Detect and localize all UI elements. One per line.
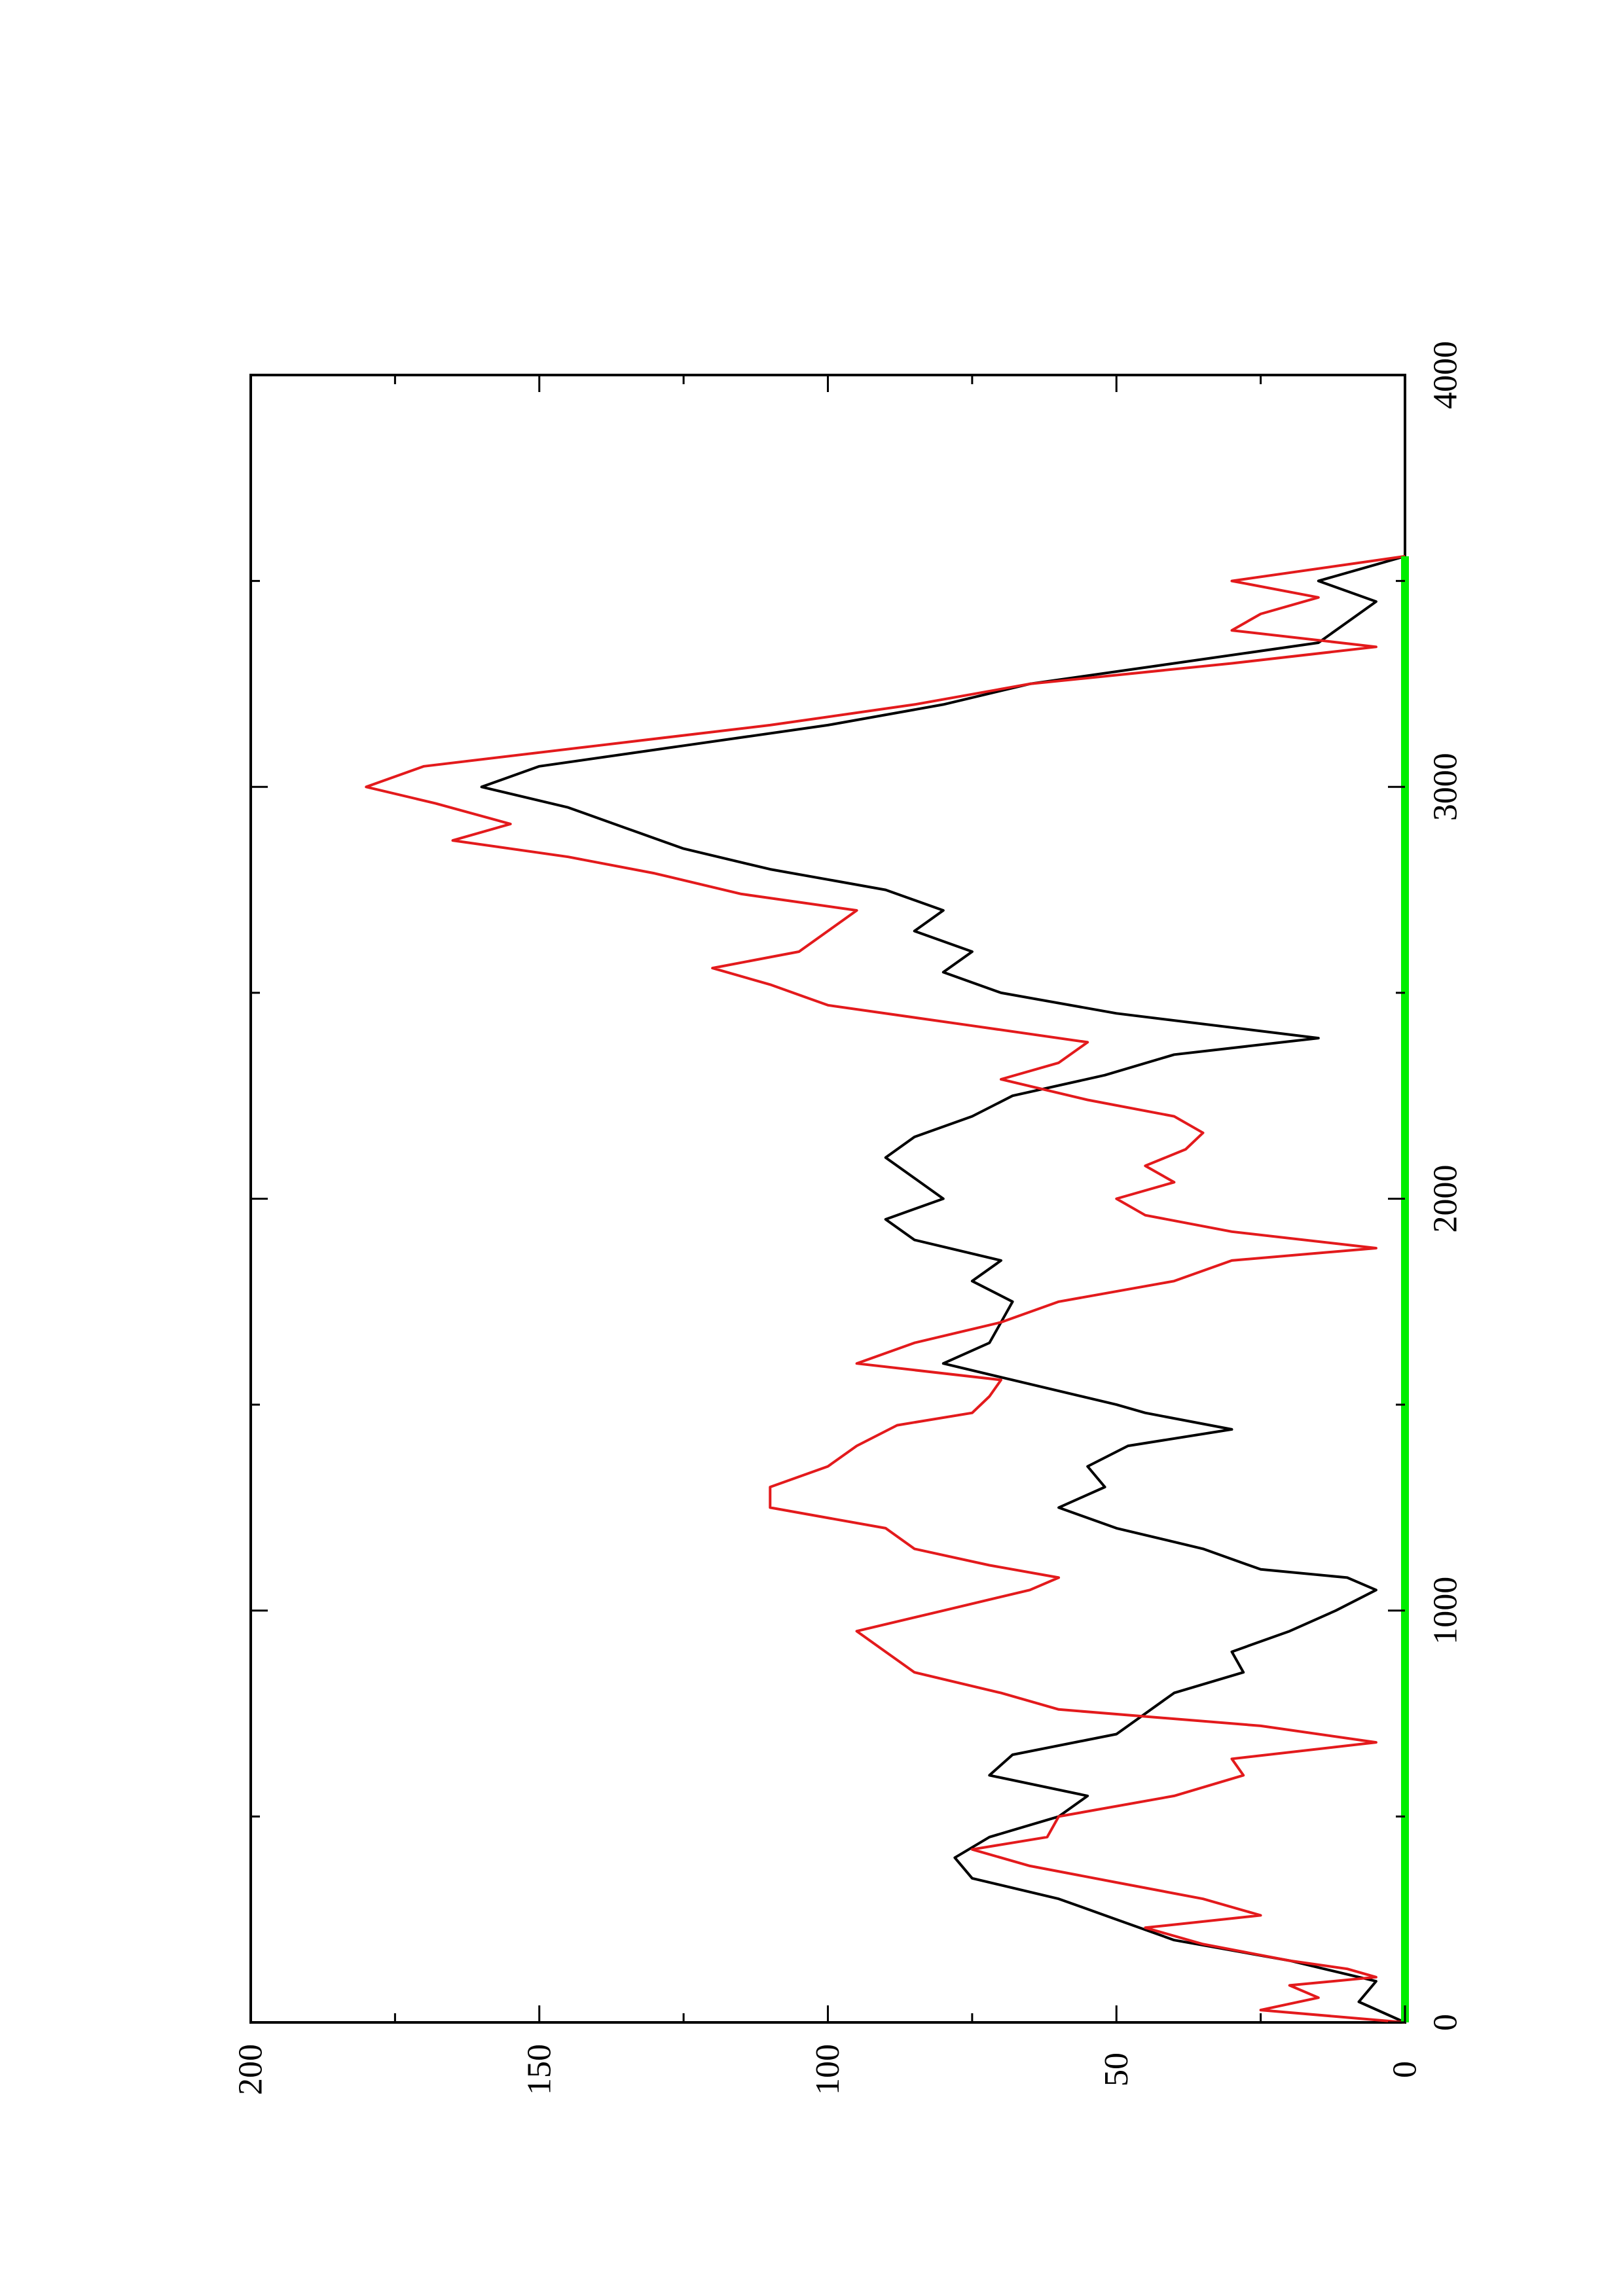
y-tick-label: 0	[1387, 2061, 1424, 2078]
x-tick-label: 4000	[1427, 341, 1465, 409]
series-line-1	[480, 554, 1406, 2024]
y-tick-label: 50	[1098, 2053, 1135, 2087]
x-tick-label: 3000	[1427, 753, 1465, 821]
series-layer	[365, 554, 1409, 2024]
x-tick-label: 1000	[1427, 1577, 1465, 1645]
x-tick-label: 2000	[1427, 1165, 1465, 1233]
y-tick-label: 150	[520, 2044, 558, 2095]
y-tick-label: 100	[809, 2044, 847, 2095]
series-line-2	[365, 554, 1406, 2024]
y-tick-label: 200	[232, 2044, 270, 2095]
tick-layer	[249, 374, 1406, 2024]
x-tick-label: 0	[1427, 2014, 1465, 2031]
tick-label-layer: 0 1000 2000 3000 4000 0 50 100 150 200	[232, 341, 1465, 2095]
